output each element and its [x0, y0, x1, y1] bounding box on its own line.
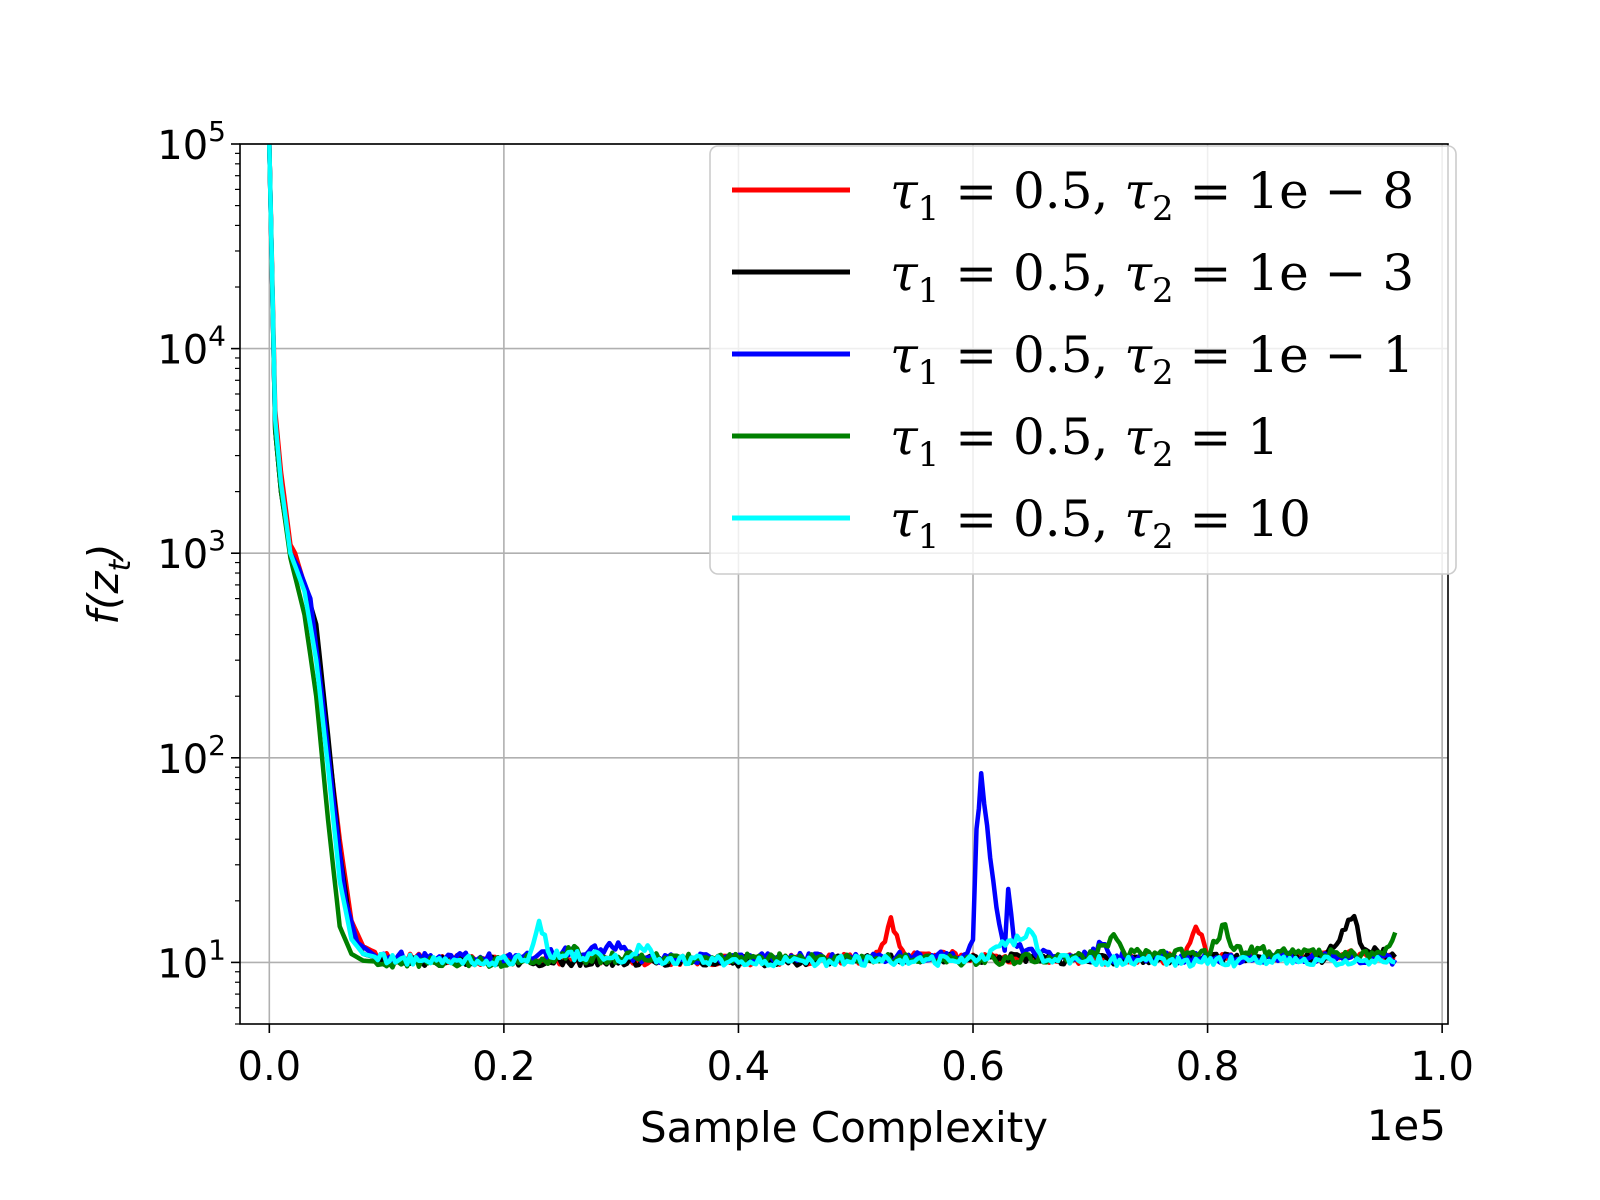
- x-tick-label: 1.0: [1410, 1044, 1474, 1090]
- legend-label: τ1 = 0.5, τ2 = 1e − 1: [890, 326, 1414, 393]
- y-axis-label: f(zt): [79, 543, 138, 624]
- y-axis-label-f: f(z: [79, 571, 128, 625]
- x-tick-label: 0.6: [941, 1044, 1005, 1090]
- y-axis-label-sub: t: [103, 558, 138, 571]
- x-tick-label: 0.4: [707, 1044, 771, 1090]
- legend-label: τ1 = 0.5, τ2 = 1: [890, 408, 1279, 475]
- legend: τ1 = 0.5, τ2 = 1e − 8 τ1 = 0.5, τ2 = 1e −…: [709, 145, 1457, 575]
- x-axis-offset-label: 1e5: [1367, 1101, 1446, 1150]
- axis-ticks: 0.0 0.2 0.4 0.6 0.8 1.0 101 102 103 104 105: [157, 115, 1474, 1090]
- legend-box: [709, 145, 1457, 575]
- legend-label: τ1 = 0.5, τ2 = 10: [890, 490, 1311, 557]
- legend-label: τ1 = 0.5, τ2 = 1e − 8: [890, 162, 1414, 229]
- x-tick-label: 0.0: [238, 1044, 302, 1090]
- y-tick-label: 105: [157, 115, 226, 169]
- y-tick-label: 102: [157, 729, 226, 783]
- x-tick-label: 0.2: [472, 1044, 536, 1090]
- plot-area-frame: [239, 143, 1449, 1025]
- legend-label: τ1 = 0.5, τ2 = 1e − 3: [890, 244, 1414, 311]
- y-tick-label: 103: [157, 524, 226, 578]
- y-tick-label: 101: [157, 933, 226, 987]
- y-axis-label-text: f(zt): [79, 543, 138, 624]
- series-line-5: [267, 143, 1396, 969]
- x-tick-label: 0.8: [1176, 1044, 1240, 1090]
- y-axis-label-close: ): [79, 543, 128, 562]
- y-tick-label: 104: [157, 320, 226, 374]
- x-axis-label: Sample Complexity: [640, 1103, 1048, 1152]
- series-lines: [267, 143, 1398, 970]
